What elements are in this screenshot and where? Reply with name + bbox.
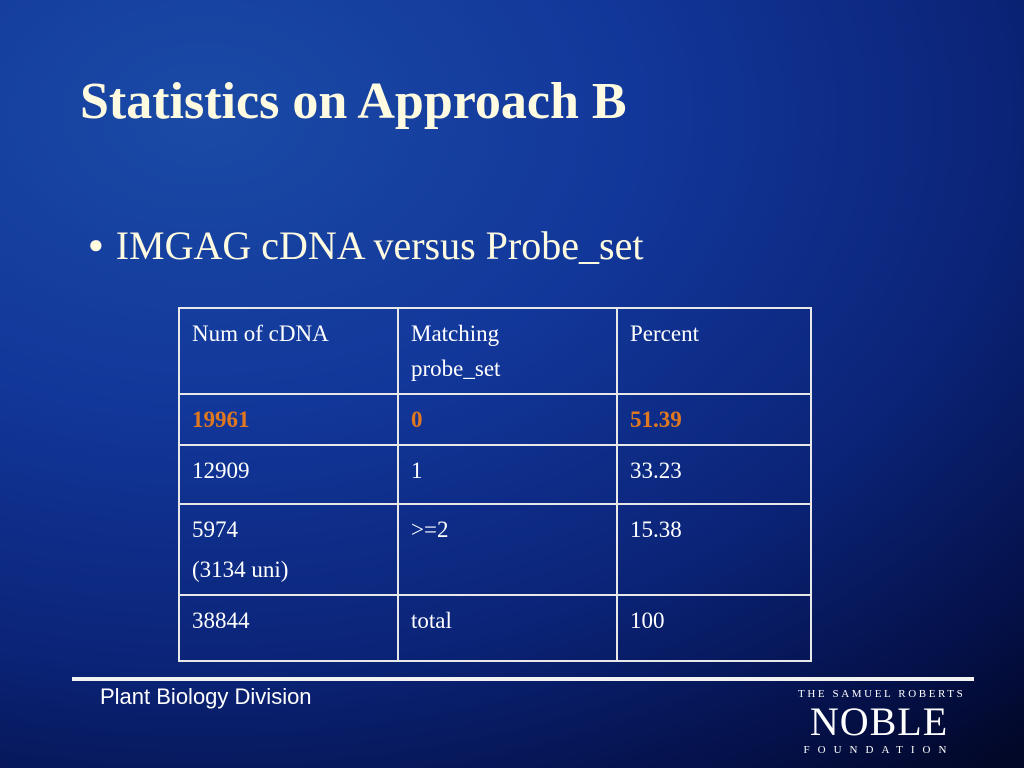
table-cell-line: 5974 bbox=[192, 517, 238, 542]
table-cell: 15.38 bbox=[616, 503, 812, 596]
table-cell: 100 bbox=[616, 594, 812, 662]
table-cell: 19961 bbox=[178, 393, 399, 446]
table-header-row: Num of cDNA Matching probe_set Percent bbox=[178, 307, 812, 395]
table-cell: >=2 bbox=[397, 503, 618, 596]
header-cell: Percent bbox=[616, 307, 812, 395]
header-cell-line: probe_set bbox=[411, 356, 501, 381]
table-cell: 38844 bbox=[178, 594, 399, 662]
header-cell-line: Matching bbox=[411, 321, 500, 346]
statistics-table: Num of cDNA Matching probe_set Percent 1… bbox=[178, 307, 812, 662]
table-cell: 33.23 bbox=[616, 444, 812, 505]
footer-divider bbox=[72, 677, 974, 681]
bullet-item: ● IMGAG cDNA versus Probe_set bbox=[88, 222, 643, 269]
noble-foundation-logo: THE SAMUEL ROBERTS NOBLE FOUNDATION bbox=[798, 688, 966, 756]
logo-top-text: THE SAMUEL ROBERTS bbox=[798, 688, 966, 700]
slide-title: Statistics on Approach B bbox=[80, 73, 627, 130]
bullet-icon: ● bbox=[88, 230, 104, 259]
table-cell: 0 bbox=[397, 393, 618, 446]
table-row: 12909 1 33.23 bbox=[178, 444, 812, 505]
table-cell: 12909 bbox=[178, 444, 399, 505]
table-cell: 5974 (3134 uni) bbox=[178, 503, 399, 596]
table-cell: 51.39 bbox=[616, 393, 812, 446]
table-row-highlighted: 19961 0 51.39 bbox=[178, 393, 812, 446]
table-row: 5974 (3134 uni) >=2 15.38 bbox=[178, 503, 812, 596]
header-cell: Matching probe_set bbox=[397, 307, 618, 395]
footer-division-label: Plant Biology Division bbox=[100, 684, 312, 709]
logo-bottom-text: FOUNDATION bbox=[803, 744, 955, 756]
bullet-text: IMGAG cDNA versus Probe_set bbox=[115, 223, 644, 268]
table-row: 38844 total 100 bbox=[178, 594, 812, 662]
table-cell-line: (3134 uni) bbox=[192, 557, 289, 582]
table-cell: total bbox=[397, 594, 618, 662]
table-cell: 1 bbox=[397, 444, 618, 505]
logo-main-text: NOBLE bbox=[809, 699, 949, 744]
header-cell: Num of cDNA bbox=[178, 307, 399, 395]
